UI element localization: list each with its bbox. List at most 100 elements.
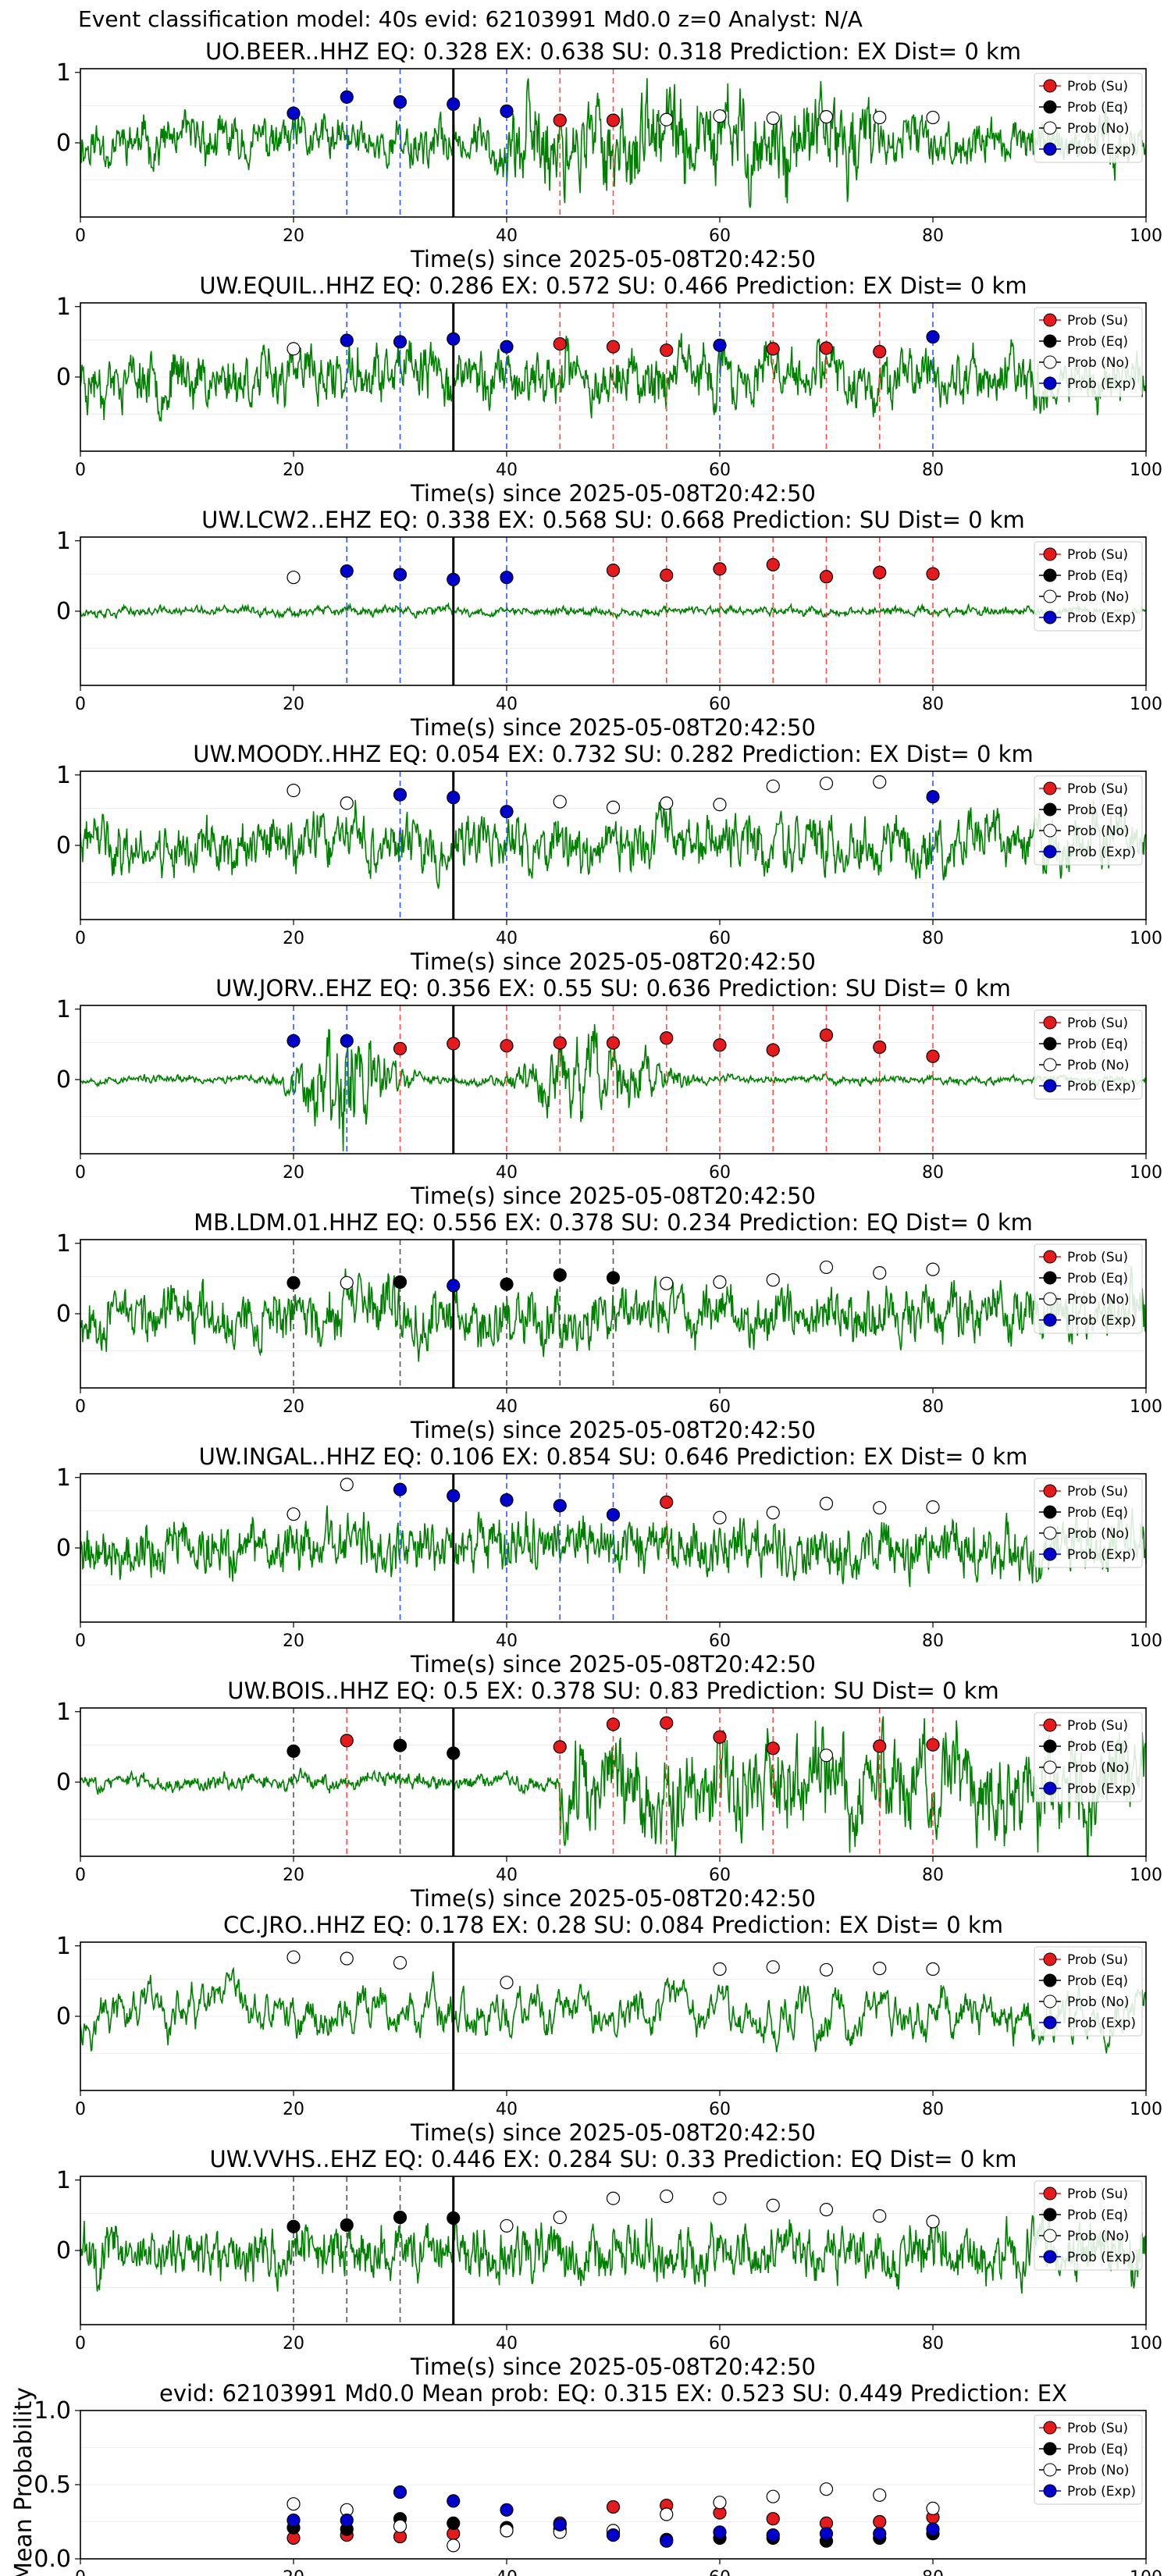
x-tick-label: 80 (922, 226, 944, 246)
prob-marker-eq (287, 2219, 301, 2233)
legend-label: Prob (Su) (1067, 1718, 1128, 1734)
mean-prob-marker-exp (393, 2485, 408, 2500)
legend-marker (1043, 121, 1057, 135)
legend-marker (1043, 2016, 1057, 2030)
prob-marker-no (873, 1500, 887, 1515)
prob-marker-no (660, 1276, 674, 1290)
legend-marker (1043, 1079, 1057, 1093)
legend-label: Prob (Su) (1067, 547, 1128, 563)
x-tick-label: 0 (75, 461, 86, 480)
legend-marker (1043, 142, 1057, 156)
panel-title: UO.BEER..HHZ EQ: 0.328 EX: 0.638 SU: 0.3… (205, 38, 1021, 65)
prob-marker-no (819, 1260, 834, 1275)
mean-prob-marker-no (393, 2519, 408, 2533)
x-axis-label: Time(s) since 2025-05-08T20:42:50 (410, 1885, 816, 1912)
panel-title: CC.JRO..HHZ EQ: 0.178 EX: 0.28 SU: 0.084… (223, 1912, 1003, 1938)
panel-title: UW.LCW2..EHZ EQ: 0.338 EX: 0.568 SU: 0.6… (201, 507, 1025, 533)
prob-marker-exp (713, 338, 727, 352)
chart-panel-6: MB.LDM.01.HHZ EQ: 0.556 EX: 0.378 SU: 0.… (56, 1209, 1162, 1443)
prob-marker-no (873, 1962, 887, 1976)
prob-marker-su (926, 1738, 940, 1752)
prob-marker-su (553, 1036, 567, 1050)
prob-marker-no (926, 2215, 940, 2229)
x-tick-label: 0 (75, 1397, 86, 1417)
prob-marker-exp (287, 1034, 301, 1048)
x-tick-label: 100 (1130, 226, 1162, 246)
legend-marker (1043, 2229, 1057, 2243)
legend-label: Prob (No) (1067, 2463, 1130, 2478)
x-tick-label: 60 (709, 2568, 731, 2576)
legend-label: Prob (Exp) (1067, 142, 1136, 158)
prob-marker-su (713, 1038, 727, 1052)
mean-prob-marker-no (287, 2497, 301, 2511)
y-tick-label: 0 (56, 1535, 71, 1562)
legend-marker (1043, 334, 1057, 348)
legend-label: Prob (Exp) (1067, 610, 1136, 626)
x-tick-label: 80 (922, 1397, 944, 1417)
prob-marker-eq (287, 1276, 301, 1290)
prob-marker-su (553, 1740, 567, 1754)
x-tick-label: 20 (283, 1163, 304, 1183)
x-tick-label: 0 (75, 695, 86, 714)
prob-marker-su (819, 570, 834, 584)
legend-label: Prob (Eq) (1067, 1037, 1128, 1052)
panel-title: UW.INGAL..HHZ EQ: 0.106 EX: 0.854 SU: 0.… (199, 1443, 1028, 1470)
prob-marker-no (500, 1976, 514, 1990)
prob-marker-no (340, 796, 354, 810)
prob-marker-exp (393, 568, 408, 582)
y-tick-label: 0 (56, 2003, 71, 2030)
prob-marker-su (819, 1028, 834, 1042)
prob-marker-su (766, 557, 780, 572)
legend-label: Prob (No) (1067, 121, 1130, 137)
mean-prob-marker-no (713, 2496, 727, 2510)
prob-marker-su (926, 1049, 940, 1063)
x-tick-label: 80 (922, 1866, 944, 1885)
x-tick-label: 40 (496, 695, 518, 714)
prob-marker-exp (500, 571, 514, 585)
prob-marker-no (553, 795, 567, 809)
chart-panel-5: UW.JORV..EHZ EQ: 0.356 EX: 0.55 SU: 0.63… (56, 975, 1162, 1209)
x-tick-label: 40 (496, 929, 518, 948)
legend-label: Prob (Su) (1067, 2421, 1128, 2436)
legend-marker (1043, 1718, 1057, 1732)
x-axis-label: Time(s) since 2025-05-08T20:42:50 (410, 1183, 816, 1209)
chart-panel-10: UW.VVHS..EHZ EQ: 0.446 EX: 0.284 SU: 0.3… (56, 2146, 1162, 2380)
prob-marker-su (660, 1716, 674, 1730)
x-axis-label: Time(s) since 2025-05-08T20:42:50 (410, 480, 816, 507)
x-tick-label: 60 (709, 1397, 731, 1417)
prob-marker-eq (393, 1738, 408, 1752)
prob-marker-eq (606, 1271, 621, 1285)
x-tick-label: 80 (922, 929, 944, 948)
prob-marker-no (340, 1952, 354, 1966)
prob-marker-eq (447, 1746, 461, 1760)
x-tick-label: 60 (709, 1163, 731, 1183)
legend-marker (1043, 2250, 1057, 2264)
x-axis-label: Time(s) since 2025-05-08T20:42:50 (410, 1651, 816, 1678)
prob-marker-su (340, 1734, 354, 1748)
legend-marker (1043, 547, 1057, 561)
legend-label: Prob (No) (1067, 2229, 1130, 2244)
legend-label: Prob (Eq) (1067, 802, 1128, 818)
legend-label: Prob (Eq) (1067, 1271, 1128, 1286)
prob-marker-su (447, 1037, 461, 1051)
legend-label: Prob (Su) (1067, 1484, 1128, 1500)
x-tick-label: 60 (709, 695, 731, 714)
panel-title: UW.EQUIL..HHZ EQ: 0.286 EX: 0.572 SU: 0.… (199, 272, 1027, 299)
y-tick-label: 0 (56, 1769, 71, 1796)
legend-marker (1043, 1952, 1057, 1966)
legend-label: Prob (No) (1067, 355, 1130, 371)
prob-marker-no (606, 800, 621, 814)
legend-label: Prob (No) (1067, 1526, 1130, 1542)
y-tick-label: 0 (56, 1066, 71, 1094)
mean-prob-marker-exp (606, 2528, 621, 2542)
prob-marker-no (553, 2210, 567, 2225)
prob-marker-no (873, 2209, 887, 2223)
legend-label: Prob (Exp) (1067, 2016, 1136, 2031)
legend-label: Prob (No) (1067, 1292, 1130, 1308)
x-tick-label: 40 (496, 1631, 518, 1651)
prob-marker-no (660, 112, 674, 126)
legend-marker (1043, 1058, 1057, 1072)
x-tick-label: 80 (922, 2100, 944, 2119)
prob-marker-exp (553, 1499, 567, 1513)
prob-marker-no (766, 779, 780, 793)
